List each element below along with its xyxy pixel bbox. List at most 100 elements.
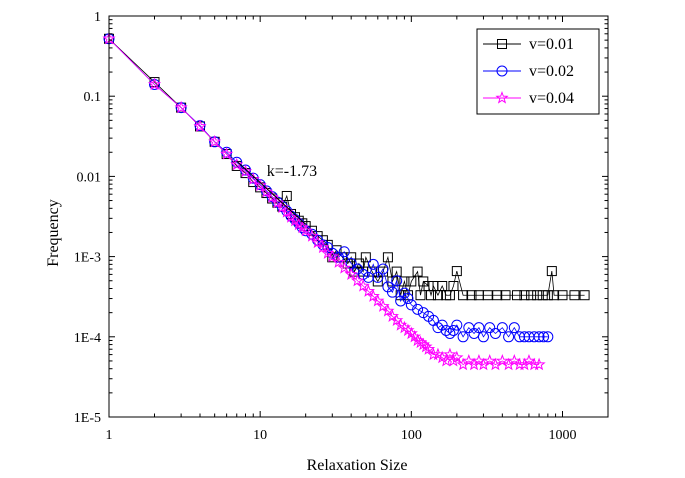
data-point <box>220 147 234 160</box>
x-tick-label: 1 <box>106 428 113 443</box>
data-point <box>246 172 260 185</box>
data-point <box>306 225 317 236</box>
data-point <box>503 331 515 343</box>
y-tick-label: 0.1 <box>84 90 102 105</box>
data-point <box>451 266 462 277</box>
legend: v=0.01 v=0.02 v=0.04 <box>476 28 600 115</box>
data-point <box>360 252 371 263</box>
data-point <box>415 290 426 301</box>
data-point <box>549 290 560 301</box>
series-layer <box>102 31 590 371</box>
data-point <box>473 322 485 334</box>
axes: 1 10 100 1000 1 0.1 0.01 1E-3 1E-4 1E-5 <box>74 10 609 443</box>
data-point <box>451 319 463 331</box>
data-point <box>489 327 501 339</box>
data-point <box>331 255 346 268</box>
data-point <box>208 134 222 148</box>
data-point <box>174 100 188 114</box>
data-point <box>514 331 526 343</box>
data-point <box>311 235 325 249</box>
data-point <box>412 303 424 315</box>
data-point <box>426 347 441 361</box>
data-point <box>448 280 459 291</box>
data-point <box>270 195 284 209</box>
y-tick-label: 1E-5 <box>74 411 101 426</box>
data-point <box>542 331 554 343</box>
legend-label: v=0.01 <box>529 36 574 53</box>
x-tick-label: 100 <box>401 428 422 443</box>
data-point <box>457 331 469 343</box>
data-point <box>265 190 279 203</box>
data-point <box>444 327 456 339</box>
data-point <box>546 266 557 277</box>
data-point <box>482 290 493 301</box>
data-point <box>372 271 384 283</box>
slope-label: k=-1.73 <box>267 163 317 180</box>
data-point <box>496 322 508 334</box>
slope-reference-line <box>236 160 307 225</box>
data-point <box>446 354 461 367</box>
data-point <box>440 324 452 336</box>
y-tick-label: 1E-3 <box>74 251 101 266</box>
data-point <box>450 350 464 364</box>
data-point <box>377 263 389 275</box>
plot-frame <box>108 15 609 418</box>
data-point <box>542 290 553 301</box>
data-point <box>275 200 289 214</box>
data-point <box>421 342 436 355</box>
data-point <box>526 290 537 301</box>
data-point <box>412 266 423 277</box>
legend-marker <box>495 91 509 104</box>
data-point <box>259 185 274 198</box>
legend-label: v=0.04 <box>529 90 574 107</box>
data-point <box>533 331 545 343</box>
data-point <box>346 252 357 263</box>
data-point <box>371 294 385 307</box>
data-point <box>350 273 365 287</box>
data-point <box>495 354 509 367</box>
data-point <box>382 252 393 263</box>
series-3 <box>102 31 546 371</box>
series-line <box>108 38 540 366</box>
data-point <box>338 246 350 258</box>
data-point <box>299 223 313 237</box>
data-point <box>366 289 380 302</box>
x-axis-label: Relaxation Size <box>307 457 408 474</box>
data-point <box>447 324 459 336</box>
data-point <box>484 322 496 334</box>
data-point <box>344 267 358 281</box>
data-point <box>532 357 546 371</box>
data-point <box>238 164 253 178</box>
data-point <box>399 276 410 287</box>
y-tick-label: 1 <box>94 10 101 25</box>
data-point <box>376 299 390 312</box>
data-point <box>532 290 543 301</box>
data-point <box>528 331 540 343</box>
data-point <box>361 284 375 297</box>
y-tick-label: 0.01 <box>77 170 102 185</box>
data-point <box>406 276 417 287</box>
data-point <box>356 279 370 292</box>
legend-marker <box>496 65 508 77</box>
data-point <box>402 293 414 305</box>
data-point <box>193 119 207 133</box>
y-axis-label: Frequency <box>45 199 62 267</box>
data-point <box>367 258 379 270</box>
series-line <box>108 38 548 338</box>
data-point <box>569 290 580 301</box>
data-point <box>537 290 548 301</box>
data-point <box>519 290 530 301</box>
x-tick-label: 10 <box>253 428 267 443</box>
data-point <box>538 331 550 343</box>
data-point <box>483 354 497 367</box>
y-tick-label: 1E-4 <box>74 331 101 346</box>
data-point <box>253 178 267 192</box>
data-point <box>147 77 162 91</box>
legend-marker <box>497 39 507 49</box>
data-point <box>316 240 330 254</box>
data-point <box>404 326 418 340</box>
data-point <box>456 357 470 371</box>
data-point <box>325 249 339 263</box>
data-point <box>557 290 568 301</box>
